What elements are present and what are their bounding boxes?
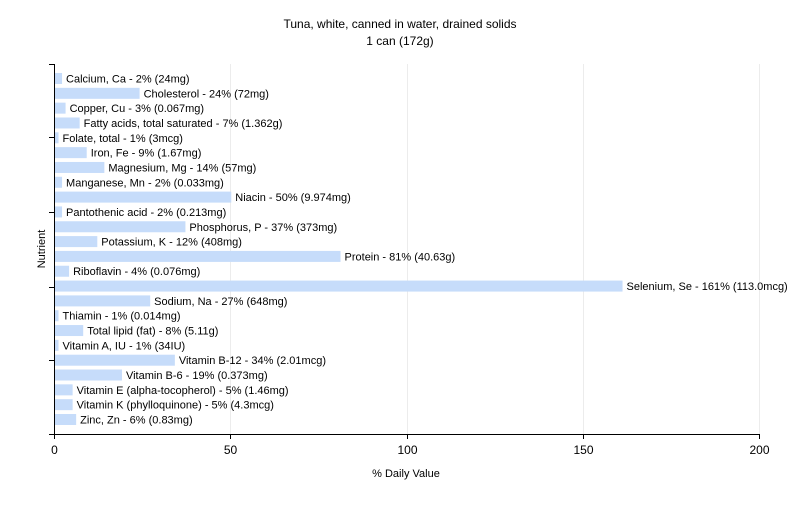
bar (55, 280, 623, 292)
bar (55, 236, 98, 248)
bar (55, 87, 140, 99)
bar-label: Magnesium, Mg - 14% (57mg) (108, 162, 256, 174)
bar (55, 147, 87, 159)
x-tick-label: 50 (224, 443, 238, 457)
x-tick-label: 100 (397, 443, 417, 457)
bar-label: Protein - 81% (40.63g) (345, 251, 456, 263)
bar-label: Total lipid (fat) - 8% (5.11g) (87, 326, 218, 338)
x-tick-labels: 0 50 100 150 200 (51, 443, 770, 457)
x-axis-label: % Daily Value (372, 468, 440, 480)
bar-label: Selenium, Se - 161% (113.0mcg) (627, 281, 788, 293)
bar (55, 384, 73, 396)
bar (55, 414, 77, 425)
x-tick-label: 150 (573, 443, 593, 457)
bar-label: Vitamin B-12 - 34% (2.01mcg) (179, 355, 326, 367)
axes (49, 64, 760, 439)
bar-label: Niacin - 50% (9.974mg) (235, 192, 351, 204)
bar (55, 325, 84, 337)
bar (55, 102, 66, 114)
bar-label: Phosphorus, P - 37% (373mg) (189, 222, 337, 234)
bar-label: Cholesterol - 24% (72mg) (144, 88, 269, 100)
bar (55, 117, 80, 129)
bar (55, 206, 63, 218)
grid-lines (230, 64, 760, 434)
bar-label: Manganese, Mn - 2% (0.033mg) (66, 177, 224, 189)
bar (55, 221, 186, 233)
bars (55, 73, 623, 425)
bar-label: Pantothenic acid - 2% (0.213mg) (66, 207, 226, 219)
bar (55, 399, 73, 411)
bar (55, 132, 59, 144)
bar (55, 161, 105, 173)
bar-label: Iron, Fe - 9% (1.67mg) (91, 148, 202, 160)
bar (55, 339, 59, 351)
bar-label: Vitamin A, IU - 1% (34IU) (63, 340, 186, 352)
y-axis-label: Nutrient (36, 230, 48, 269)
bar-labels: Calcium, Ca - 2% (24mg) Cholesterol - 24%… (63, 74, 788, 427)
bar (55, 354, 175, 366)
chart-subtitle: 1 can (172g) (366, 34, 433, 48)
bar-label: Riboflavin - 4% (0.076mg) (73, 266, 200, 278)
bar-label: Copper, Cu - 3% (0.067mg) (70, 103, 205, 115)
bar-label: Calcium, Ca - 2% (24mg) (66, 74, 189, 86)
bar (55, 265, 70, 277)
bar-label: Vitamin B-6 - 19% (0.373mg) (126, 370, 268, 382)
bar-label: Vitamin K (phylloquinone) - 5% (4.3mcg) (77, 400, 274, 412)
bar (55, 295, 151, 307)
bar-label: Zinc, Zn - 6% (0.83mg) (80, 415, 192, 427)
bar (55, 369, 122, 381)
bar-label: Potassium, K - 12% (408mg) (101, 237, 242, 249)
x-tick-label: 0 (51, 443, 58, 457)
bar-label: Thiamin - 1% (0.014mg) (63, 311, 181, 323)
chart-title: Tuna, white, canned in water, drained so… (283, 17, 516, 31)
bar (55, 250, 341, 262)
bar-label: Vitamin E (alpha-tocopherol) - 5% (1.46m… (77, 385, 289, 397)
bar-label: Folate, total - 1% (3mcg) (63, 133, 183, 145)
bar-label: Sodium, Na - 27% (648mg) (154, 296, 287, 308)
x-tick-label: 200 (749, 443, 769, 457)
bar (55, 310, 59, 322)
bar (55, 176, 63, 188)
bar-label: Fatty acids, total saturated - 7% (1.362… (84, 118, 283, 130)
bar (55, 191, 232, 203)
bar (55, 73, 63, 84)
